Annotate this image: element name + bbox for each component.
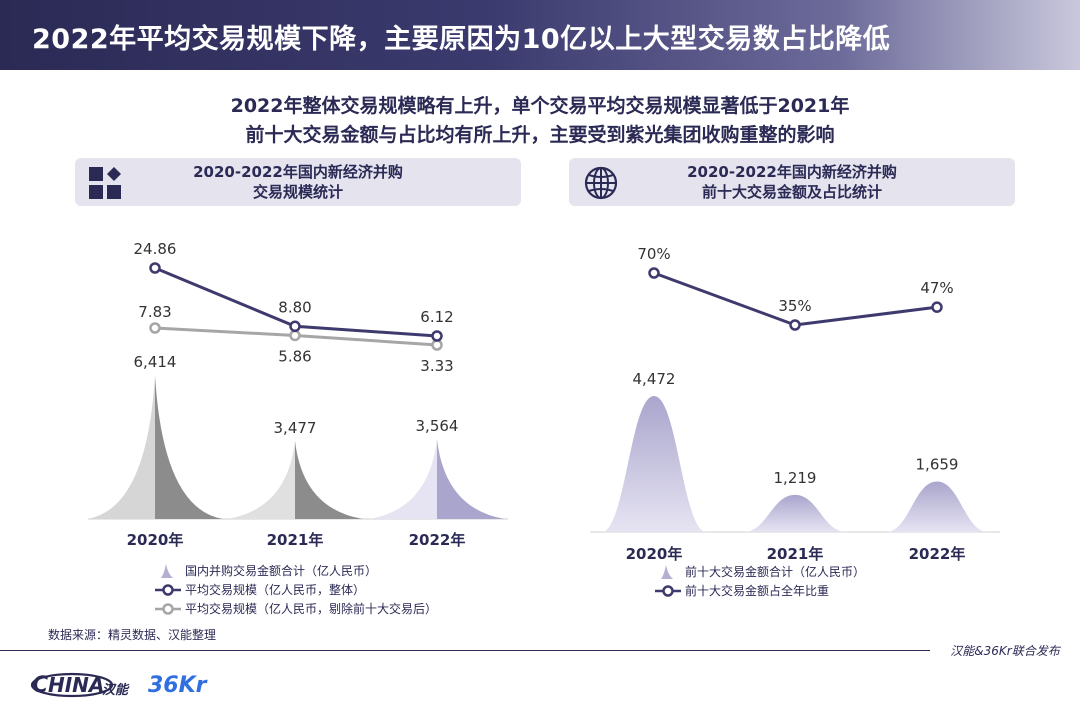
globe-icon: [584, 166, 618, 200]
left-label-avg-excl-3: 3.33: [420, 357, 453, 375]
right-legend-label-top10: 前十大交易金额合计（亿人民币）: [685, 565, 866, 579]
left-label-avg-all-3: 6.12: [420, 308, 453, 326]
svg-text:汉能: 汉能: [102, 682, 130, 698]
legend-line-navy-swatch: [155, 584, 181, 596]
left-area-peak-2-left: [227, 440, 295, 519]
right-area-peak-1: [602, 396, 706, 532]
left-area-peak-2-right: [295, 440, 363, 519]
right-legend-label-share: 前十大交易金额占全年比重: [685, 584, 830, 598]
left-category-3: 2022年: [409, 531, 466, 549]
left-category-1: 2020年: [127, 531, 184, 549]
right-panel-title: 2020-2022年国内新经济并购 前十大交易金额及占比统计: [569, 162, 1015, 202]
left-panel-title: 2020-2022年国内新经济并购 交易规模统计: [75, 162, 521, 202]
footer-tag: 汉能&36Kr联合发布: [930, 640, 1080, 662]
legend-area-swatch: [661, 565, 673, 579]
left-area-peak-3-left: [369, 438, 437, 519]
left-area-peak-3-right: [437, 438, 505, 519]
right-point-share-1: [648, 267, 660, 279]
left-legend-label-avg-excl: 平均交易规模（亿人民币，剔除前十大交易后）: [185, 602, 438, 616]
title-bar: 2022年平均交易规模下降，主要原因为10亿以上大型交易数占比降低: [0, 0, 1080, 70]
left-label-avg-excl-2: 5.86: [278, 347, 311, 365]
left-label-avg-all-1: 24.86: [134, 240, 177, 258]
right-category-2: 2021年: [767, 545, 824, 563]
left-point-avg-excl-2: [289, 329, 301, 342]
right-category-1: 2020年: [626, 545, 683, 563]
right-area-label-2: 1,219: [774, 469, 817, 487]
left-point-avg-all-2: [289, 320, 301, 333]
left-label-avg-all-2: 8.80: [278, 298, 311, 316]
right-label-share-3: 47%: [920, 279, 953, 297]
svg-text:HINA: HINA: [48, 673, 104, 697]
left-area-label-2: 3,477: [274, 419, 317, 437]
legend-line-gray-swatch: [155, 603, 181, 615]
right-area-peak-2: [745, 494, 845, 532]
right-header-line-1: 2020-2022年国内新经济并购: [687, 163, 897, 181]
right-label-share-1: 70%: [637, 245, 670, 263]
legend-line-navy-swatch: [655, 585, 681, 597]
source-note: 数据来源：精灵数据、汉能整理: [48, 628, 217, 642]
right-point-share-3: [931, 301, 943, 313]
right-header-line-2: 前十大交易金额及占比统计: [701, 183, 882, 201]
page-title: 2022年平均交易规模下降，主要原因为10亿以上大型交易数占比降低: [32, 24, 891, 55]
right-area-peak-3: [887, 481, 987, 532]
footer-divider: [0, 650, 1080, 651]
subtitle-line-1: 2022年整体交易规模略有上升，单个交易平均交易规模显著低于2021年: [230, 95, 850, 117]
left-point-avg-all-3: [431, 330, 443, 342]
right-panel-header: 2020-2022年国内新经济并购 前十大交易金额及占比统计: [569, 158, 1015, 206]
left-point-avg-excl-3: [431, 339, 443, 351]
right-category-3: 2022年: [909, 545, 966, 563]
legend-area-swatch: [161, 564, 173, 578]
left-area-label-3: 3,564: [416, 417, 459, 435]
left-point-avg-all-1: [149, 262, 161, 274]
right-area-label-3: 1,659: [916, 456, 959, 474]
hina-logo: C HINA 汉能: [30, 672, 130, 698]
subtitle: 2022年整体交易规模略有上升，单个交易平均交易规模显著低于2021年 前十大交…: [0, 92, 1080, 150]
left-panel-header: 2020-2022年国内新经济并购 交易规模统计: [75, 158, 521, 206]
left-area-label-1: 6,414: [134, 353, 177, 371]
left-legend-label-avg-all: 平均交易规模（亿人民币，整体）: [185, 583, 366, 597]
right-point-share-2: [789, 319, 801, 331]
svg-text:C: C: [32, 673, 48, 698]
svg-text:36Kr: 36Kr: [148, 673, 208, 698]
left-area-peak-1-right: [155, 375, 223, 519]
right-label-share-2: 35%: [778, 297, 811, 315]
left-point-avg-excl-1: [149, 322, 161, 334]
right-area-label-1: 4,472: [633, 370, 676, 388]
left-header-line-2: 交易规模统计: [252, 183, 343, 201]
left-header-line-1: 2020-2022年国内新经济并购: [193, 163, 403, 181]
left-label-avg-excl-1: 7.83: [138, 303, 171, 321]
subtitle-line-2: 前十大交易金额与占比均有所上升，主要受到紫光集团收购重整的影响: [245, 124, 835, 146]
left-category-2: 2021年: [267, 531, 324, 549]
left-area-peak-1-left: [87, 375, 155, 519]
squares-diamond-icon: [89, 167, 121, 199]
36kr-logo: 36Kr: [148, 673, 208, 698]
left-legend-label-total: 国内并购交易金额合计（亿人民币）: [185, 564, 378, 578]
